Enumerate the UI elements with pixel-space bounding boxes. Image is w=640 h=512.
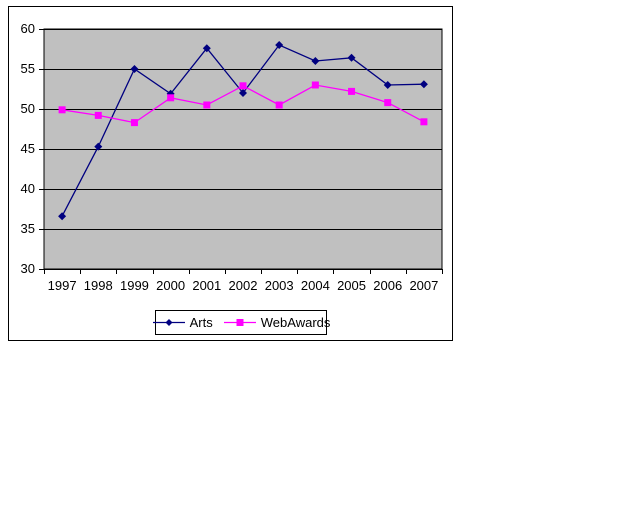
y-axis-label: 55 [21, 61, 35, 76]
data-point-square-marker [384, 99, 392, 107]
data-point-square-marker [239, 82, 247, 90]
chart-object[interactable]: 30 35 40 45 50 55 60 1997 1998 1999 2000 2001 2002 20… [8, 6, 453, 341]
x-axis-label: 2003 [265, 278, 294, 293]
data-point-diamond-marker [383, 81, 392, 89]
x-axis-label: 2000 [156, 278, 185, 293]
y-axis-label: 30 [21, 261, 35, 276]
data-point-diamond-marker [130, 65, 139, 73]
legend-item-arts: Arts [152, 315, 213, 330]
x-axis-label: 2001 [192, 278, 221, 293]
y-axis-label: 45 [21, 141, 35, 156]
x-axis-label: 1999 [120, 278, 149, 293]
x-axis-label: 1997 [48, 278, 77, 293]
data-point-square-marker [311, 81, 319, 89]
y-axis-label: 40 [21, 181, 35, 196]
data-point-diamond-marker [311, 57, 320, 65]
data-point-diamond-marker [239, 89, 247, 97]
legend-label-webawards: WebAwards [260, 315, 331, 330]
x-axis-label: 2005 [337, 278, 366, 293]
data-point-diamond-marker [275, 41, 284, 49]
chart-plot-svg: 30 35 40 45 50 55 60 1997 1998 1999 2000 2001 2002 20… [21, 21, 443, 293]
data-point-square-marker [130, 119, 138, 127]
webawards-series-key-icon [223, 319, 256, 326]
data-point-diamond-marker [202, 44, 211, 53]
x-axis-label: 2002 [229, 278, 258, 293]
data-point-square-marker [420, 118, 428, 126]
legend-label-arts: Arts [189, 315, 213, 330]
data-point-square-marker [167, 94, 175, 102]
data-point-square-marker [94, 111, 102, 119]
x-axis-label: 2006 [373, 278, 402, 293]
x-axis-label: 2007 [409, 278, 438, 293]
data-point-diamond-marker [58, 212, 67, 221]
data-point-diamond-marker [419, 80, 428, 89]
data-point-diamond-marker [347, 53, 356, 62]
chart-legend[interactable]: Arts WebAwards [152, 310, 330, 335]
data-point-square-marker [58, 106, 66, 114]
data-point-square-marker [203, 101, 211, 109]
data-point-diamond-marker [94, 142, 103, 151]
x-axis-label: 2004 [301, 278, 330, 293]
x-axis-label: 1998 [84, 278, 113, 293]
data-point-square-marker [348, 87, 356, 95]
y-axis-label: 50 [21, 101, 35, 116]
arts-series-key-icon [152, 319, 185, 326]
legend-item-webawards: WebAwards [223, 315, 331, 330]
y-axis-label: 60 [21, 21, 35, 36]
data-point-square-marker [275, 101, 283, 109]
y-axis-label: 35 [21, 221, 35, 236]
